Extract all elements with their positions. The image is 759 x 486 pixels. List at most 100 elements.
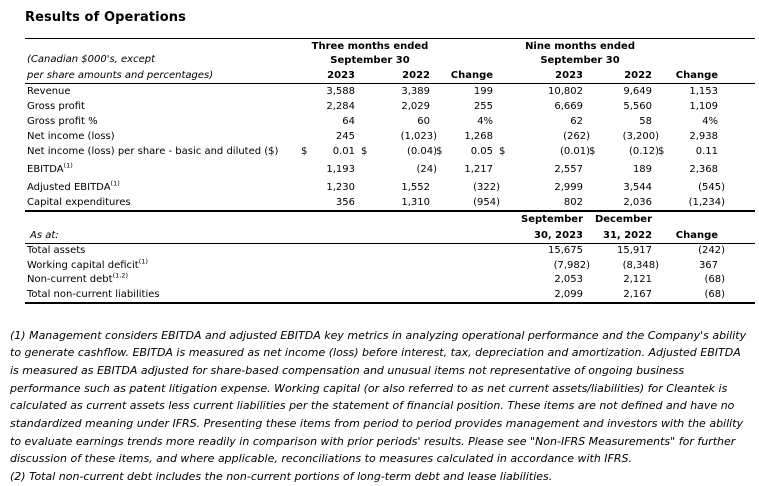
table-row-net-income: Net income (loss) 245 (1,023) 1,268 (262… bbox=[25, 129, 755, 144]
table-cell: 62 bbox=[570, 116, 584, 127]
table-cell: 245 bbox=[335, 131, 355, 142]
table-cell: (8,348) bbox=[622, 259, 660, 271]
dollar-sign: $ bbox=[361, 146, 368, 157]
footnote-marker: (1) bbox=[63, 161, 73, 170]
row-label: Capital expenditures bbox=[27, 197, 131, 208]
table-cell: (545) bbox=[698, 182, 726, 193]
table-cell: 10,802 bbox=[548, 86, 584, 97]
table-header-row-dates: (Canadian $000's, except September 30 Se… bbox=[25, 53, 755, 67]
footnote-marker: (1,2) bbox=[112, 271, 128, 280]
three-months-header: Three months ended bbox=[311, 41, 429, 52]
table-header-row-years: per share amounts and percentages) 2023 … bbox=[25, 67, 756, 84]
table-cell: (68) bbox=[704, 274, 726, 285]
row-label: EBITDA bbox=[27, 164, 64, 175]
row-label: Revenue bbox=[27, 86, 71, 97]
table-cell: 1,310 bbox=[401, 197, 431, 208]
results-of-operations-table: Three months ended Nine months ended (Ca… bbox=[25, 38, 756, 304]
table-cell: 1,217 bbox=[464, 164, 494, 175]
row-label: Gross profit % bbox=[27, 116, 98, 127]
table-cell: 0.11 bbox=[695, 146, 719, 157]
row-label: Total non-current liabilities bbox=[27, 288, 160, 300]
footnote-marker: (1) bbox=[110, 179, 120, 188]
table-row-non-current-debt: Non-current debt(1,2) 2,053 2,121 (68) bbox=[25, 271, 755, 288]
table-cell: 0.05 bbox=[470, 146, 494, 157]
as-at-col1-date: 30, 2023 bbox=[493, 227, 584, 244]
table-cell: 255 bbox=[473, 101, 494, 112]
table-cell: 2,368 bbox=[689, 164, 719, 175]
table-row-total-non-current-liabilities: Total non-current liabilities 2,099 2,16… bbox=[25, 287, 756, 304]
row-label: Adjusted EBITDA bbox=[27, 182, 111, 193]
table-cell: 199 bbox=[473, 86, 494, 97]
table-cell: 2,284 bbox=[326, 101, 355, 112]
table-cell: (0.04) bbox=[406, 146, 438, 157]
row-label: Net income (loss) per share - basic and … bbox=[27, 146, 279, 157]
table-row-revenue: Revenue 3,588 3,389 199 10,802 9,649 1,1… bbox=[25, 84, 755, 100]
table-cell: 1,109 bbox=[689, 101, 719, 112]
table-cell: 58 bbox=[639, 116, 653, 127]
table-cell: 64 bbox=[342, 116, 355, 127]
dollar-sign: $ bbox=[589, 146, 596, 157]
as-at-label: As at: bbox=[25, 227, 494, 244]
table-cell: 1,193 bbox=[326, 164, 355, 175]
table-cell: (954) bbox=[473, 197, 501, 208]
table-cell: 2,557 bbox=[554, 164, 584, 175]
column-header: Change bbox=[652, 67, 719, 84]
dollar-sign: $ bbox=[301, 146, 308, 157]
row-label: Net income (loss) bbox=[27, 131, 115, 142]
table-cell: (3,200) bbox=[622, 131, 660, 142]
table-cell: 2,938 bbox=[689, 131, 719, 142]
table-row-total-assets: Total assets 15,675 15,917 (242) bbox=[25, 243, 755, 258]
table-cell: 5,560 bbox=[623, 101, 653, 112]
table-cell: 60 bbox=[417, 116, 431, 127]
table-cell: 0.01 bbox=[332, 146, 355, 157]
table-cell: 1,230 bbox=[326, 182, 355, 193]
footnote-1: (1) Management considers EBITDA and adju… bbox=[10, 328, 747, 466]
table-cell: (1,234) bbox=[688, 197, 726, 208]
table-cell: (24) bbox=[416, 164, 438, 175]
table-cell: (262) bbox=[563, 131, 591, 142]
table-cell: 4% bbox=[477, 116, 494, 127]
table-cell: 367 bbox=[698, 259, 719, 271]
footnote-2: (2) Total non-current debt includes the … bbox=[10, 470, 553, 484]
table-cell: 2,167 bbox=[623, 288, 653, 300]
row-label: Working capital deficit bbox=[27, 259, 139, 271]
table-row-adjusted-ebitda: Adjusted EBITDA(1) 1,230 1,552 (322) 2,9… bbox=[25, 177, 755, 195]
table-cell: 1,552 bbox=[401, 182, 431, 193]
table-cell: 3,544 bbox=[623, 182, 653, 193]
table-cell: (242) bbox=[698, 245, 726, 256]
table-cell: (7,982) bbox=[553, 259, 591, 271]
nine-months-header: Nine months ended bbox=[525, 41, 635, 52]
as-at-header-row-2: As at: 30, 2023 31, 2022 Change bbox=[25, 227, 756, 244]
table-cell: 15,675 bbox=[548, 245, 584, 256]
as-at-col2-date: 31, 2022 bbox=[583, 227, 653, 244]
three-months-date: September 30 bbox=[330, 55, 410, 66]
table-row-gross-profit: Gross profit 2,284 2,029 255 6,669 5,560… bbox=[25, 99, 755, 114]
footnote-marker: (1) bbox=[138, 257, 148, 266]
table-cell: (322) bbox=[473, 182, 501, 193]
table-cell: 802 bbox=[563, 197, 584, 208]
column-header: Change bbox=[430, 67, 494, 84]
row-label: Total assets bbox=[27, 245, 86, 256]
table-cell: 9,649 bbox=[623, 86, 653, 97]
footnotes-section: (1) Management considers EBITDA and adju… bbox=[10, 327, 753, 486]
as-at-header-row-1: September December bbox=[25, 211, 755, 227]
column-header: 2023 bbox=[493, 67, 584, 84]
table-cell: 2,029 bbox=[401, 101, 431, 112]
as-at-change-header: Change bbox=[652, 227, 719, 244]
table-row-capital-expenditures: Capital expenditures 356 1,310 (954) 802… bbox=[25, 195, 756, 212]
table-row-net-income-per-share: Net income (loss) per share - basic and … bbox=[25, 144, 755, 159]
table-cell: (0.12) bbox=[628, 146, 660, 157]
table-row-ebitda: EBITDA(1) 1,193 (24) 1,217 2,557 189 2,3… bbox=[25, 159, 755, 177]
table-row-working-capital-deficit: Working capital deficit(1) (7,982) (8,34… bbox=[25, 258, 755, 273]
table-cell: 356 bbox=[335, 197, 355, 208]
table-cell: 1,268 bbox=[464, 131, 494, 142]
as-at-col1-header: September bbox=[521, 214, 584, 225]
table-cell: (68) bbox=[704, 288, 726, 300]
dollar-sign: $ bbox=[499, 146, 506, 157]
table-caption-line1: (Canadian $000's, except bbox=[27, 54, 156, 65]
as-at-col2-header: December bbox=[594, 214, 653, 225]
table-cell: 3,588 bbox=[326, 86, 355, 97]
table-cell: 2,099 bbox=[554, 288, 584, 300]
table-cell: 2,053 bbox=[554, 274, 584, 285]
table-cell: 6,669 bbox=[554, 101, 584, 112]
